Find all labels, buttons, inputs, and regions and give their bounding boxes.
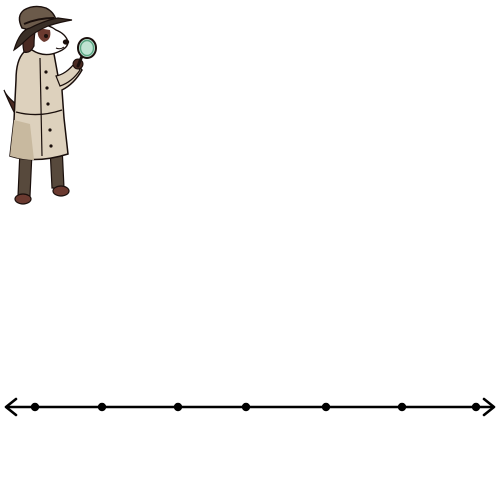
number-line-tick-point (174, 403, 182, 411)
number-line-tick-point (242, 403, 250, 411)
number-line (6, 399, 494, 415)
number-line-tick-point (98, 403, 106, 411)
number-line-tick-point (31, 403, 39, 411)
number-line-tick-point (398, 403, 406, 411)
number-line-tick-point (472, 403, 480, 411)
number-line-tick-point (322, 403, 330, 411)
